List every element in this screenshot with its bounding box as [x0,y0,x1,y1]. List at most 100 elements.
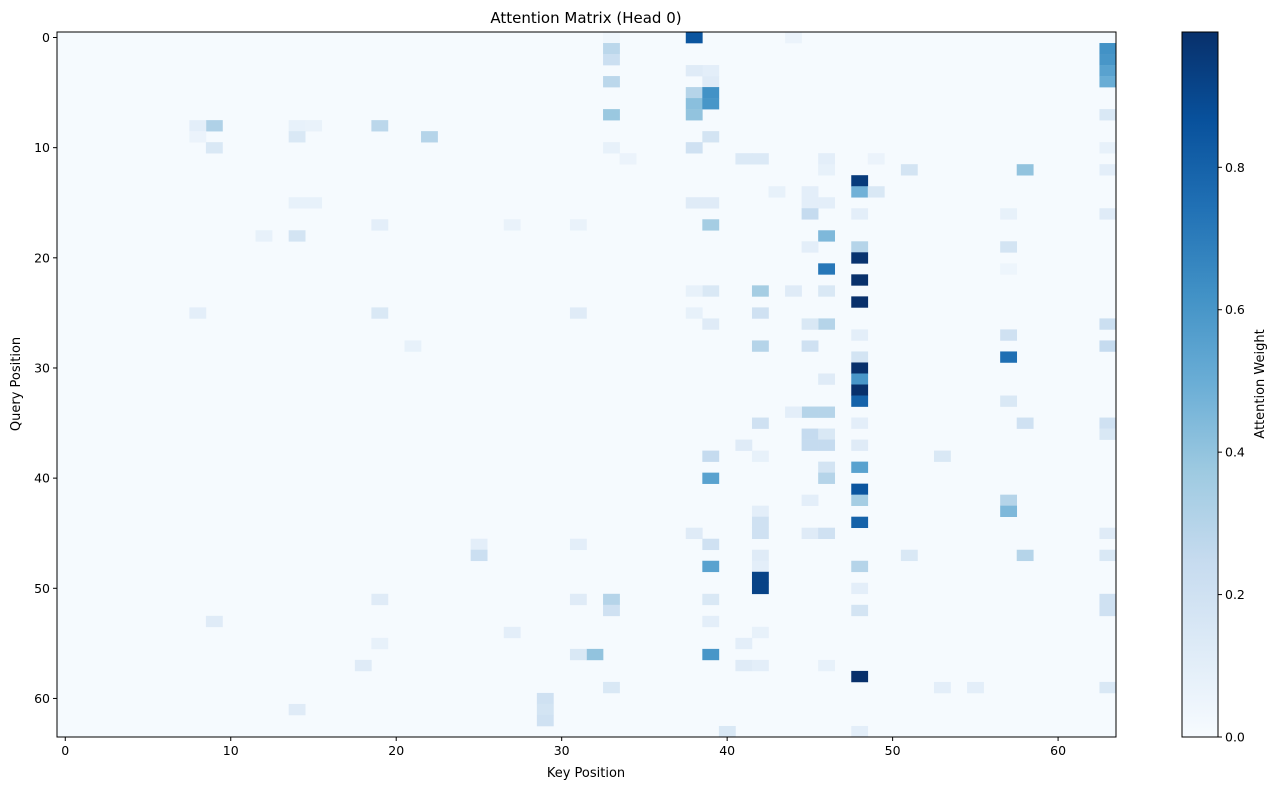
heatmap-cell [801,439,819,451]
heatmap-cell [685,65,703,77]
x-tick-label: 10 [223,743,239,758]
colorbar [1181,31,1219,738]
heatmap-cell [1099,604,1117,617]
colorbar-tick-label: 0.8 [1225,160,1245,175]
heatmap-cell [1099,428,1117,440]
colorbar-tick-label: 0.4 [1225,445,1245,460]
heatmap-cell [867,153,885,165]
heatmap-cell [751,560,769,573]
heatmap-cell [603,43,620,55]
heatmap-cell [851,670,869,683]
heatmap-cell [801,186,819,198]
heatmap-cell [1000,351,1018,363]
heatmap-cell [751,516,769,529]
heatmap-cell [205,120,223,132]
heatmap-cell [702,593,720,606]
heatmap-cell [702,450,720,462]
heatmap-cell [603,109,620,121]
heatmap-cell [1016,549,1034,562]
x-axis-ticks: 0 10 20 30 40 50 60 [61,737,1066,758]
heatmap-cell [371,219,389,231]
heatmap-cell [851,362,869,374]
heatmap-cell [851,483,869,495]
heatmap-cell [818,527,836,540]
heatmap-cell [851,417,869,429]
heatmap-cell [1099,527,1117,540]
heatmap-cell [702,648,720,661]
heatmap-cell [371,637,389,650]
heatmap-cell [189,307,207,319]
heatmap-cell [685,87,703,99]
heatmap-cell [900,549,918,562]
heatmap-cell [818,285,836,297]
y-tick-label: 50 [34,581,50,596]
chart-title: Attention Matrix (Head 0) [490,9,681,27]
heatmap-cell [751,527,769,540]
heatmap-cell [751,571,769,584]
heatmap-cell [685,285,703,297]
heatmap-cell [404,340,422,352]
y-tick-label: 30 [34,360,50,375]
heatmap-cell [785,406,802,418]
heatmap-cell [751,582,769,595]
y-tick-label: 0 [42,30,50,45]
heatmap-cell [603,604,620,617]
heatmap-cell [851,208,869,220]
x-tick-label: 60 [1050,743,1066,758]
heatmap-cell [1000,329,1018,341]
heatmap-cell [371,593,389,606]
heatmap-cell [619,153,637,165]
heatmap-cell [801,197,819,209]
heatmap-cell [603,593,620,606]
heatmap-cell [1000,208,1018,220]
heatmap-cell [603,54,620,66]
heatmap-cell [851,175,869,187]
y-axis-ticks: 0 10 20 30 40 50 60 [34,30,57,706]
heatmap-cell [818,461,836,473]
heatmap-cell [288,230,306,242]
heatmap-cell [702,131,720,143]
heatmap-cell [851,725,869,738]
heatmap-cell [1099,593,1117,606]
heatmap-cell [288,131,306,143]
heatmap-cell [702,98,720,110]
heatmap-cell [702,560,720,573]
x-tick-label: 50 [885,743,901,758]
heatmap-cell [967,681,984,694]
heatmap-cell [851,582,869,595]
heatmap-cell [818,230,836,242]
heatmap-cell [1000,263,1018,275]
heatmap-cell [702,197,720,209]
heatmap-cell [851,252,869,264]
heatmap-cell [603,681,620,694]
heatmap-cell [702,87,720,99]
x-tick-label: 30 [554,743,570,758]
heatmap-cell [933,681,951,694]
heatmap-cell [470,538,488,551]
heatmap-cell [1099,340,1117,352]
heatmap-cell [768,186,786,198]
heatmap-cell [189,131,207,143]
colorbar-tick-label: 0.0 [1225,730,1245,745]
heatmap-cell [1000,505,1018,517]
heatmap-cell [205,142,223,154]
heatmap-cell [503,626,521,639]
heatmap-cell [288,120,306,132]
heatmap-cell [818,373,836,385]
heatmap-cell [569,307,587,319]
heatmap-cell [851,516,869,529]
heatmap-cell [421,131,438,143]
heatmap-cell [751,626,769,639]
heatmap-cell [851,329,869,341]
heatmap-cell [818,439,836,451]
heatmap-cell [751,153,769,165]
x-tick-label: 40 [719,743,735,758]
heatmap-cell [851,384,869,396]
heatmap-cell [851,604,869,617]
heatmap-cell [851,274,869,286]
heatmap-cell [305,197,323,209]
heatmap-cell [371,120,389,132]
heatmap-cell [851,186,869,198]
heatmap-cell [1099,109,1117,121]
heatmap-cell [851,494,869,506]
